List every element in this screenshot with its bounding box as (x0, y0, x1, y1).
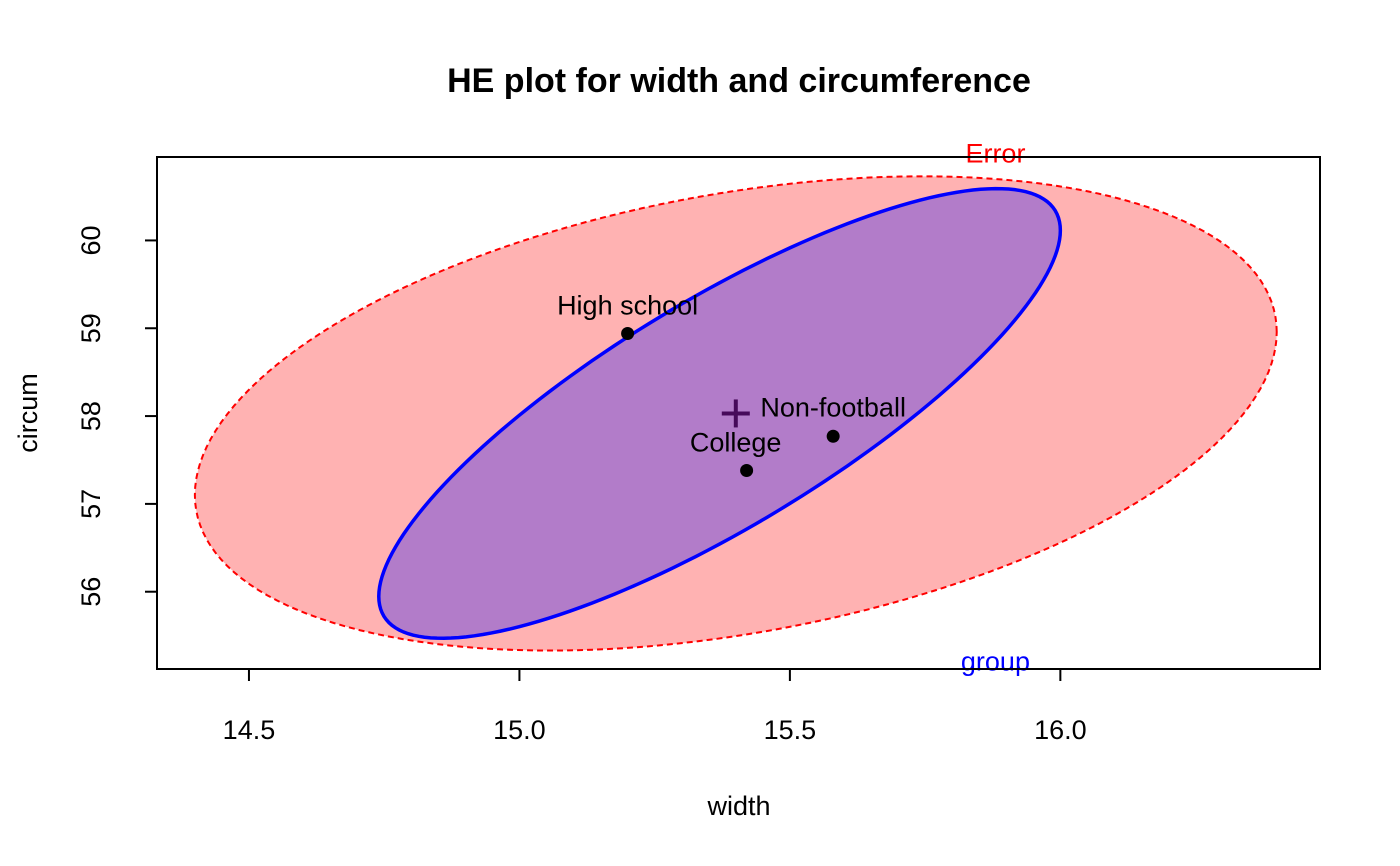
x-tick-label-1: 15.0 (493, 715, 546, 745)
ellipse-outline-group (377, 186, 1063, 641)
chart-title: HE plot for width and circumference (447, 62, 1031, 100)
point-label-high-school: High school (557, 291, 698, 321)
point-label-non-football: Non-football (760, 392, 906, 422)
ellipse-label-error: Error (965, 138, 1025, 168)
y-tick-label-3: 59 (76, 313, 106, 343)
x-tick-label-0: 14.5 (223, 715, 276, 745)
x-tick-label-3: 16.0 (1034, 715, 1087, 745)
data-point-high-school (621, 327, 635, 341)
points-layer: High school College Non-football (557, 291, 906, 478)
axes-layer: 14.5 15.0 15.5 16.0 56 57 58 59 60 (76, 225, 1087, 745)
ellipse-outline-error (193, 175, 1278, 652)
y-tick-label-1: 57 (76, 489, 106, 519)
plot-area-frame (156, 156, 1321, 670)
y-tick-label-0: 56 (76, 577, 106, 607)
point-label-college: College (690, 428, 782, 458)
ellipse-fill-group (378, 188, 1061, 639)
x-axis-label: width (706, 791, 770, 821)
data-point-non-football (826, 429, 840, 443)
x-tick-label-2: 15.5 (764, 715, 817, 745)
y-tick-label-4: 60 (76, 225, 106, 255)
ellipse-label-group: group (961, 646, 1030, 676)
data-point-college (740, 464, 754, 478)
y-tick-label-2: 58 (76, 401, 106, 431)
y-axis-label: circum (13, 373, 43, 453)
